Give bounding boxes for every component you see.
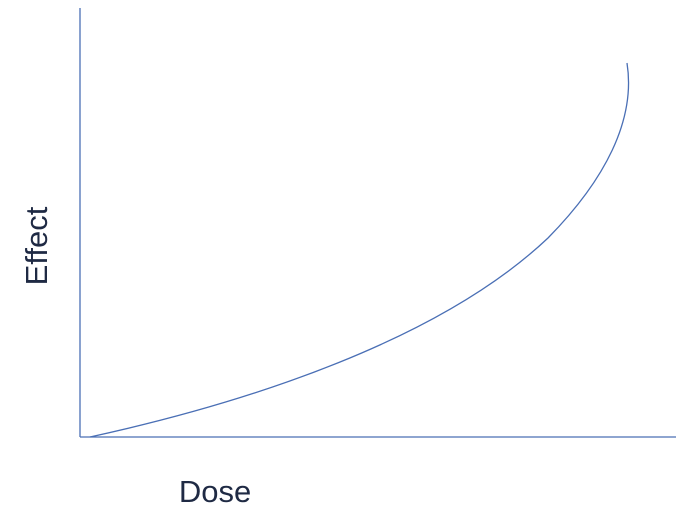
dose-effect-curve <box>89 62 630 438</box>
x-axis-label: Dose <box>179 474 251 508</box>
y-axis-label: Effect <box>19 206 54 285</box>
